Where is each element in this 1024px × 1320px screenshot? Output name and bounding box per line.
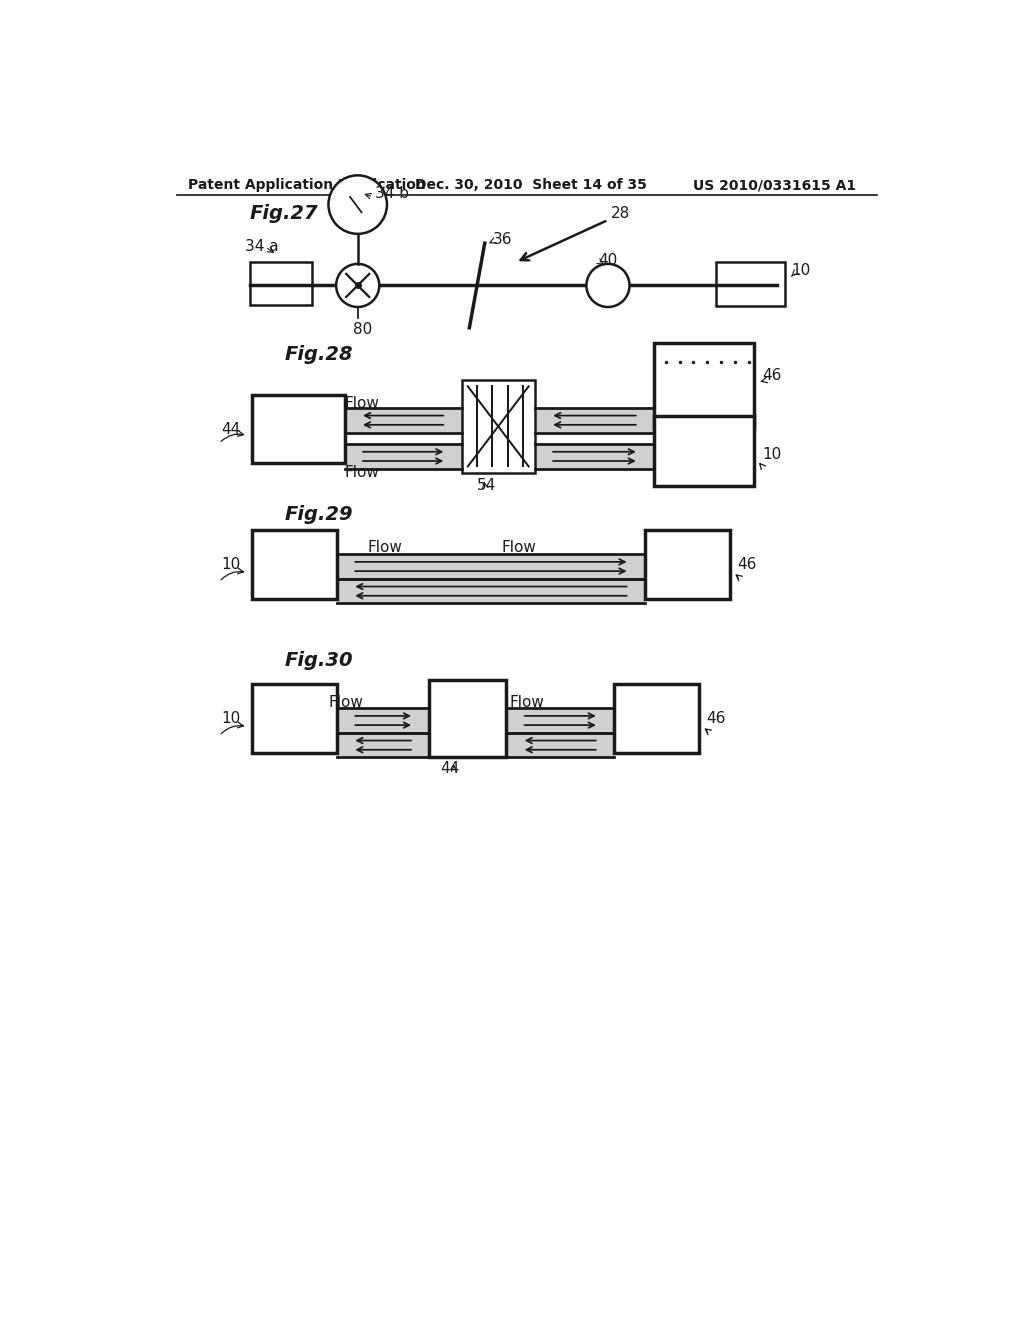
Text: Flow: Flow — [502, 540, 537, 554]
Text: Flow: Flow — [368, 540, 402, 554]
Text: Fig.30: Fig.30 — [285, 651, 353, 671]
Text: Patent Application Publication: Patent Application Publication — [188, 178, 426, 193]
Text: Flow: Flow — [344, 396, 379, 411]
Text: Fig.29: Fig.29 — [285, 504, 353, 524]
Text: 46: 46 — [762, 368, 781, 383]
Text: 34 a: 34 a — [245, 239, 279, 255]
Text: 10: 10 — [792, 263, 810, 277]
Text: 34 b: 34 b — [376, 186, 410, 201]
Bar — [614, 684, 698, 752]
Bar — [252, 684, 337, 752]
Bar — [252, 395, 345, 462]
Text: Flow: Flow — [329, 696, 364, 710]
Bar — [345, 444, 462, 469]
Bar — [654, 343, 755, 428]
Text: 28: 28 — [611, 206, 631, 222]
Bar — [337, 708, 429, 733]
Bar — [250, 263, 311, 305]
Text: 54: 54 — [477, 478, 497, 494]
Bar — [429, 680, 506, 756]
Bar — [337, 578, 645, 603]
Bar — [535, 444, 654, 469]
Text: Dec. 30, 2010  Sheet 14 of 35: Dec. 30, 2010 Sheet 14 of 35 — [416, 178, 647, 193]
Text: 36: 36 — [493, 232, 512, 247]
Circle shape — [336, 264, 379, 308]
Text: 10: 10 — [221, 557, 241, 572]
Text: 46: 46 — [707, 710, 726, 726]
Text: Flow: Flow — [344, 465, 379, 480]
Bar — [337, 733, 429, 758]
Bar — [654, 416, 755, 486]
Bar — [506, 733, 614, 758]
Bar — [645, 529, 730, 599]
Text: 10: 10 — [221, 710, 241, 726]
Text: Flow: Flow — [510, 696, 545, 710]
Text: 40: 40 — [599, 252, 617, 268]
Bar — [345, 408, 462, 433]
Text: 46: 46 — [737, 557, 757, 572]
Text: US 2010/0331615 A1: US 2010/0331615 A1 — [692, 178, 856, 193]
Text: Fig.28: Fig.28 — [285, 346, 353, 364]
Bar — [506, 708, 614, 733]
Bar — [252, 529, 337, 599]
Text: 44: 44 — [221, 422, 241, 437]
Bar — [337, 554, 645, 579]
Text: 80: 80 — [353, 322, 373, 337]
Bar — [462, 380, 535, 473]
Text: 10: 10 — [762, 447, 781, 462]
Circle shape — [329, 176, 387, 234]
Bar — [535, 408, 654, 433]
Circle shape — [587, 264, 630, 308]
Text: Fig.27: Fig.27 — [250, 205, 318, 223]
Bar — [716, 261, 785, 306]
Text: 44: 44 — [440, 760, 460, 776]
